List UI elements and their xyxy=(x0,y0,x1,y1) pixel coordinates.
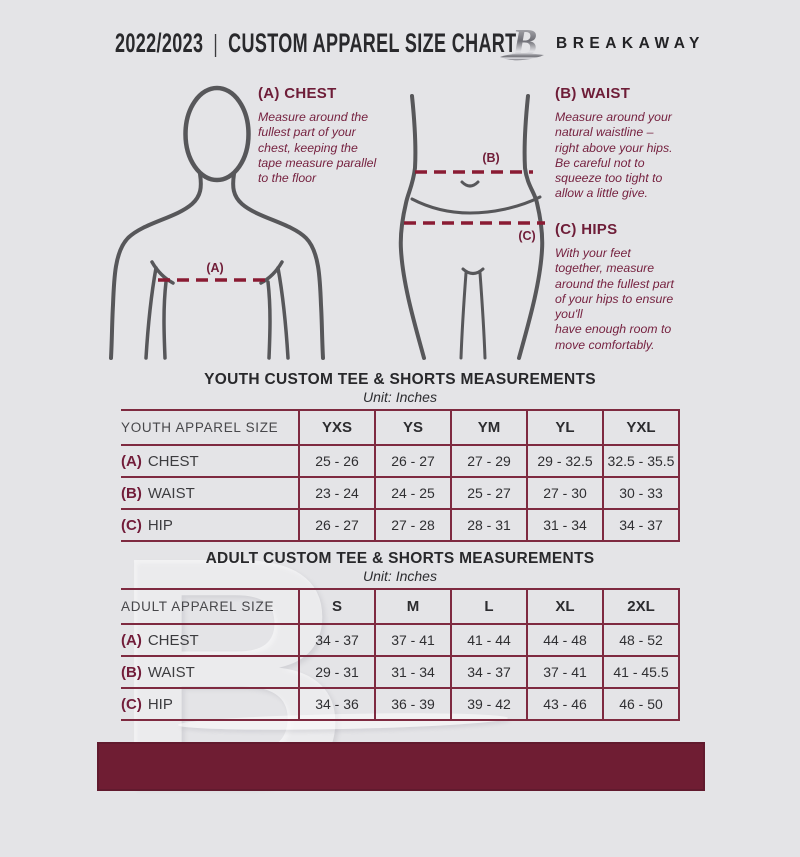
cell-value: 41 - 44 xyxy=(450,623,528,657)
table-row: (B) WAIST 29 - 31 31 - 34 34 - 37 37 - 41… xyxy=(121,655,680,689)
row-name: CHEST xyxy=(147,452,199,470)
cell-value: 31 - 34 xyxy=(526,508,604,542)
waist-line-label: (B) xyxy=(482,151,499,165)
cell-value: 34 - 37 xyxy=(450,655,528,689)
table-row: (B) WAIST 23 - 24 24 - 25 25 - 27 27 - 30… xyxy=(121,476,680,510)
row-label-chest: (A) CHEST xyxy=(121,623,300,657)
cell-value: 27 - 28 xyxy=(374,508,452,542)
cell-value: 41 - 45.5 xyxy=(602,655,680,689)
cell-value: 46 - 50 xyxy=(602,687,680,721)
cell-value: 37 - 41 xyxy=(374,623,452,657)
row-prefix: (A) xyxy=(121,452,142,470)
row-prefix: (B) xyxy=(121,484,142,502)
waist-instruction-block: (B) WAIST Measure around your natural wa… xyxy=(555,85,725,202)
size-header: YM xyxy=(450,409,528,446)
youth-size-table: YOUTH APPAREL SIZE YXS YS YM YL YXL (A) C… xyxy=(121,409,680,542)
adult-header-row: ADULT APPAREL SIZE S M L XL 2XL xyxy=(121,588,680,625)
waist-heading: (B) WAIST xyxy=(555,85,631,102)
size-header: XL xyxy=(526,588,604,625)
size-header: YXS xyxy=(298,409,376,446)
size-header: 2XL xyxy=(602,588,680,625)
chest-description: Measure around the fullest part of your … xyxy=(258,110,377,186)
cell-value: 34 - 36 xyxy=(298,687,376,721)
waist-description: Measure around your natural waistline – … xyxy=(555,110,673,201)
row-name: HIP xyxy=(147,516,173,534)
cell-value: 27 - 30 xyxy=(526,476,604,510)
cell-value: 29 - 32.5 xyxy=(526,444,604,478)
season-label: 2022/2023 xyxy=(115,28,204,59)
row-prefix: (B) xyxy=(121,663,142,681)
cell-value: 34 - 37 xyxy=(602,508,680,542)
chest-instruction-block: (A) CHEST Measure around the fullest par… xyxy=(258,85,423,186)
youth-table-title: YOUTH CUSTOM TEE & SHORTS MEASUREMENTS xyxy=(204,371,596,388)
hip-line-label: (C) xyxy=(518,229,535,243)
row-prefix: (A) xyxy=(121,631,142,649)
hips-heading: (C) HIPS xyxy=(555,221,618,238)
cell-value: 43 - 46 xyxy=(526,687,604,721)
table-row: (A) CHEST 25 - 26 26 - 27 27 - 29 29 - 32… xyxy=(121,444,680,478)
cell-value: 39 - 42 xyxy=(450,687,528,721)
cell-value: 30 - 33 xyxy=(602,476,680,510)
youth-header-row: YOUTH APPAREL SIZE YXS YS YM YL YXL xyxy=(121,409,680,446)
size-header: L xyxy=(450,588,528,625)
youth-size-col-header: YOUTH APPAREL SIZE xyxy=(121,409,300,446)
breakaway-logo-icon: B xyxy=(497,21,549,70)
footer-accent-bar xyxy=(97,742,705,791)
row-prefix: (C) xyxy=(121,695,142,713)
cell-value: 37 - 41 xyxy=(526,655,604,689)
cell-value: 23 - 24 xyxy=(298,476,376,510)
cell-value: 48 - 52 xyxy=(602,623,680,657)
adult-size-col-header: ADULT APPAREL SIZE xyxy=(121,588,300,625)
upper-body-figure xyxy=(109,85,325,360)
cell-value: 44 - 48 xyxy=(526,623,604,657)
cell-value: 25 - 26 xyxy=(298,444,376,478)
size-header: YL xyxy=(526,409,604,446)
cell-value: 34 - 37 xyxy=(298,623,376,657)
cell-value: 27 - 29 xyxy=(450,444,528,478)
table-row: (A) CHEST 34 - 37 37 - 41 41 - 44 44 - 48… xyxy=(121,623,680,657)
size-header: YS xyxy=(374,409,452,446)
measurement-diagrams: (A) (B) (C) xyxy=(90,80,580,370)
row-label-hip: (C) HIP xyxy=(121,687,300,721)
cell-value: 31 - 34 xyxy=(374,655,452,689)
row-name: WAIST xyxy=(147,484,195,502)
hips-description: With your feet together, measure around … xyxy=(555,246,674,352)
cell-value: 26 - 27 xyxy=(374,444,452,478)
lower-body-figure xyxy=(398,94,545,360)
row-label-waist: (B) WAIST xyxy=(121,476,300,510)
adult-table-unit: Unit: Inches xyxy=(363,568,437,584)
table-row: (C) HIP 26 - 27 27 - 28 28 - 31 31 - 34 3… xyxy=(121,508,680,542)
cell-value: 29 - 31 xyxy=(298,655,376,689)
cell-value: 36 - 39 xyxy=(374,687,452,721)
size-header: S xyxy=(298,588,376,625)
row-prefix: (C) xyxy=(121,516,142,534)
adult-size-table: ADULT APPAREL SIZE S M L XL 2XL (A) CHEST… xyxy=(121,588,680,721)
cell-value: 25 - 27 xyxy=(450,476,528,510)
cell-value: 24 - 25 xyxy=(374,476,452,510)
cell-value: 26 - 27 xyxy=(298,508,376,542)
row-label-chest: (A) CHEST xyxy=(121,444,300,478)
divider-pipe: | xyxy=(213,29,219,58)
size-header: M xyxy=(374,588,452,625)
row-label-hip: (C) HIP xyxy=(121,508,300,542)
row-name: WAIST xyxy=(147,663,195,681)
row-name: HIP xyxy=(147,695,173,713)
size-header: YXL xyxy=(602,409,680,446)
hips-instruction-block: (C) HIPS With your feet together, measur… xyxy=(555,221,730,353)
adult-table-title: ADULT CUSTOM TEE & SHORTS MEASUREMENTS xyxy=(205,550,595,567)
brand-name: BREAKAWAY xyxy=(556,35,705,52)
cell-value: 32.5 - 35.5 xyxy=(602,444,680,478)
chest-line-label: (A) xyxy=(206,261,223,275)
row-name: CHEST xyxy=(147,631,199,649)
row-label-waist: (B) WAIST xyxy=(121,655,300,689)
page-title: CUSTOM APPAREL SIZE CHART xyxy=(228,28,517,59)
table-row: (C) HIP 34 - 36 36 - 39 39 - 42 43 - 46 4… xyxy=(121,687,680,721)
masthead: 2022/2023 | CUSTOM APPAREL SIZE CHART xyxy=(115,28,517,59)
youth-table-unit: Unit: Inches xyxy=(363,389,437,405)
chest-heading: (A) CHEST xyxy=(258,85,337,102)
cell-value: 28 - 31 xyxy=(450,508,528,542)
